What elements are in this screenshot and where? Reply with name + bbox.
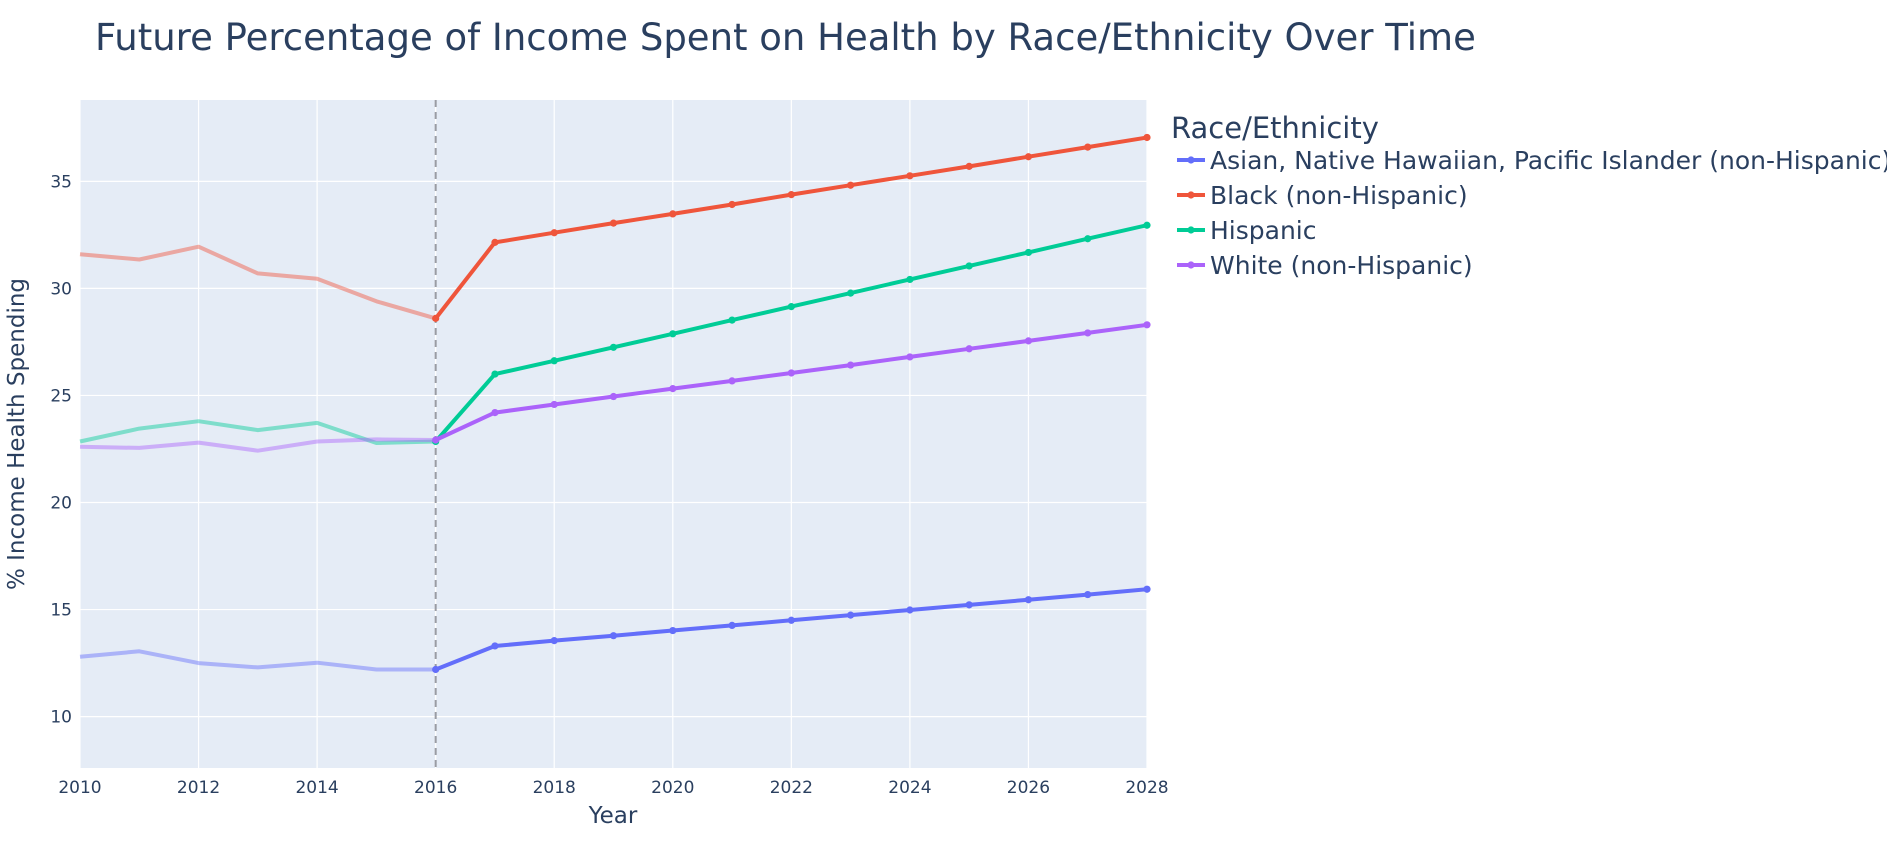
data-point [965,162,973,170]
data-point [1084,235,1092,243]
data-point [432,314,440,322]
data-point [1143,585,1151,593]
data-point [728,200,736,209]
x-tick-label: 2010 [58,778,101,798]
y-tick-label: 25 [50,386,72,406]
data-point [847,361,855,369]
data-point [906,606,914,614]
data-point [847,181,855,189]
legend-swatch-marker [1187,226,1195,234]
x-tick-label: 2012 [177,778,220,798]
data-point [491,238,499,246]
y-axis-ticks: 10 15 20 25 30 35 [50,172,72,727]
data-point [728,621,736,630]
legend-swatch-marker [1187,261,1195,269]
historical-line [79,649,436,672]
data-point [906,353,914,361]
y-tick-label: 10 [50,708,72,728]
data-point [609,392,618,401]
series-0 [79,585,1151,674]
data-point [787,191,795,199]
x-tick-label: 2026 [1007,778,1050,798]
data-point [787,369,795,377]
x-tick-label: 2022 [770,778,813,798]
legend-items: Asian, Native Hawaiian, Pacific Islander… [1177,146,1887,280]
historical-line [79,244,437,321]
x-tick-label: 2018 [533,778,576,798]
data-point [1143,133,1151,142]
data-point [669,385,677,393]
data-point [550,637,558,645]
legend-swatch-marker [1187,156,1195,164]
data-point [1143,321,1151,329]
legend-label: Hispanic [1210,216,1317,245]
y-tick-label: 35 [50,172,72,192]
legend-label: Asian, Native Hawaiian, Pacific Islander… [1210,146,1887,175]
series-1 [79,133,1151,322]
x-axis-title: Year [588,803,638,829]
data-point [1084,143,1092,151]
chart-title: Future Percentage of Income Spent on Hea… [95,16,1476,59]
data-point [432,436,440,444]
x-axis-ticks: 2010 2012 2014 2016 2018 2020 2022 2024 2026 2028 [58,778,1168,798]
grid [79,100,1148,768]
data-point [609,219,618,227]
data-point [491,408,499,417]
data-point [609,343,618,351]
legend-swatch-marker [1187,191,1195,199]
data-point [491,642,499,650]
legend-item: Hispanic [1177,216,1317,245]
data-point [669,626,677,635]
legend-label: White (non-Hispanic) [1210,251,1473,280]
data-point [1084,329,1092,337]
x-tick-label: 2020 [651,778,694,798]
data-point [1143,221,1151,229]
data-point [669,210,677,218]
data-point [1024,337,1033,345]
legend-item: Black (non-Hispanic) [1177,181,1468,210]
data-point [609,632,618,640]
plot-area [80,100,1147,768]
series-2 [79,221,1151,446]
data-point [1024,248,1033,257]
data-point [669,330,677,338]
x-tick-label: 2028 [1125,778,1168,798]
x-tick-label: 2014 [295,778,338,798]
y-tick-label: 30 [50,279,72,299]
legend-item: Asian, Native Hawaiian, Pacific Islander… [1177,146,1887,175]
legend: Race/Ethnicity Asian, Native Hawaiian, P… [1171,111,1887,280]
legend-item: White (non-Hispanic) [1177,251,1473,280]
historical-line [79,419,436,445]
x-tick-label: 2024 [888,778,931,798]
data-point [550,400,558,409]
legend-label: Black (non-Hispanic) [1210,181,1468,210]
data-point [965,262,973,270]
data-point [906,172,914,180]
x-tick-label: 2016 [414,778,457,798]
data-point [491,370,499,378]
y-tick-label: 20 [50,494,72,514]
data-point [787,616,795,624]
data-point [1024,596,1033,604]
series-layer [79,133,1151,674]
data-point [847,611,855,619]
historical-line [79,437,436,453]
y-tick-label: 15 [50,601,72,621]
data-point [728,316,736,324]
data-point [1024,153,1033,161]
legend-title: Race/Ethnicity [1171,111,1379,145]
data-point [965,345,973,353]
y-axis-title: % Income Health Spending [4,278,30,590]
data-point [965,601,973,609]
data-point [1084,590,1092,599]
data-point [550,357,558,365]
data-point [847,289,855,297]
data-point [728,377,736,385]
data-point [787,303,795,311]
data-point [906,275,914,284]
data-point [432,665,440,674]
data-point [550,229,558,237]
series-3 [79,321,1151,453]
